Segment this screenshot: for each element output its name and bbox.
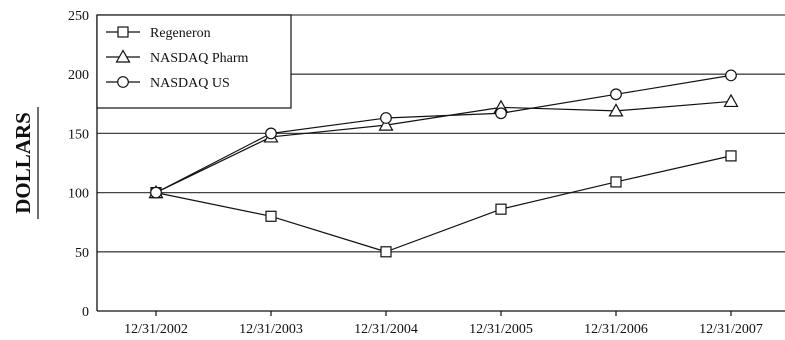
- data-point-0-3: [495, 203, 507, 215]
- data-point-0-4: [610, 176, 622, 188]
- data-point-0-5: [725, 150, 737, 162]
- data-point-1-4: [608, 103, 624, 117]
- x-tick-label-3: 12/31/2005: [469, 322, 533, 337]
- legend-marker-0: [117, 26, 129, 38]
- data-point-2-0: [150, 186, 162, 199]
- y-tick-label-150: 150: [68, 127, 89, 142]
- y-axis-label: DOLLARS: [11, 112, 35, 214]
- legend-item-1: NASDAQ Pharm: [106, 49, 249, 66]
- series-nasdaq-us: [150, 69, 737, 199]
- x-tick-label-0: 12/31/2002: [124, 322, 188, 337]
- x-tick-labels: 12/31/2002 12/31/2003 12/31/2004 12/31/2005…: [124, 311, 763, 337]
- x-tick-label-4: 12/31/2006: [584, 322, 648, 337]
- legend-marker-2: [117, 76, 129, 88]
- legend-item-0: Regeneron: [106, 26, 211, 41]
- series-regeneron: [150, 150, 737, 258]
- data-point-2-5: [725, 69, 737, 82]
- data-point-1-5: [723, 93, 739, 108]
- y-tick-label-250: 250: [68, 9, 89, 24]
- y-tick-label-200: 200: [68, 68, 89, 83]
- legend-label-0: Regeneron: [150, 26, 211, 41]
- data-point-0-1: [265, 210, 277, 222]
- y-tick-label-100: 100: [68, 187, 89, 202]
- x-tick-label-2: 12/31/2004: [354, 322, 418, 337]
- data-point-0-2: [380, 246, 392, 258]
- legend: Regeneron NASDAQ Pharm NASDAQ US: [96, 14, 292, 109]
- series-nasdaq-pharm: [148, 93, 739, 199]
- legend-label-1: NASDAQ Pharm: [150, 51, 249, 66]
- x-tick-label-5: 12/31/2007: [699, 322, 763, 337]
- legend-label-2: NASDAQ US: [150, 76, 230, 91]
- x-tick-label-1: 12/31/2003: [239, 322, 303, 337]
- legend-item-2: NASDAQ US: [106, 76, 230, 91]
- legend-marker-1: [115, 49, 131, 63]
- y-tick-labels: 0 50 100 150 200 250: [68, 9, 89, 320]
- y-tick-label-50: 50: [75, 246, 89, 261]
- data-point-2-2: [380, 112, 392, 124]
- y-tick-label-0: 0: [82, 305, 89, 320]
- data-point-2-1: [265, 127, 277, 140]
- series: [148, 69, 739, 258]
- series-line-2: [155, 74, 732, 194]
- y-axis-label-group: DOLLARS: [11, 107, 39, 219]
- data-point-2-3: [495, 107, 507, 120]
- data-point-2-4: [610, 88, 622, 101]
- series-line-0: [155, 155, 732, 253]
- data-point-1-2: [378, 117, 394, 131]
